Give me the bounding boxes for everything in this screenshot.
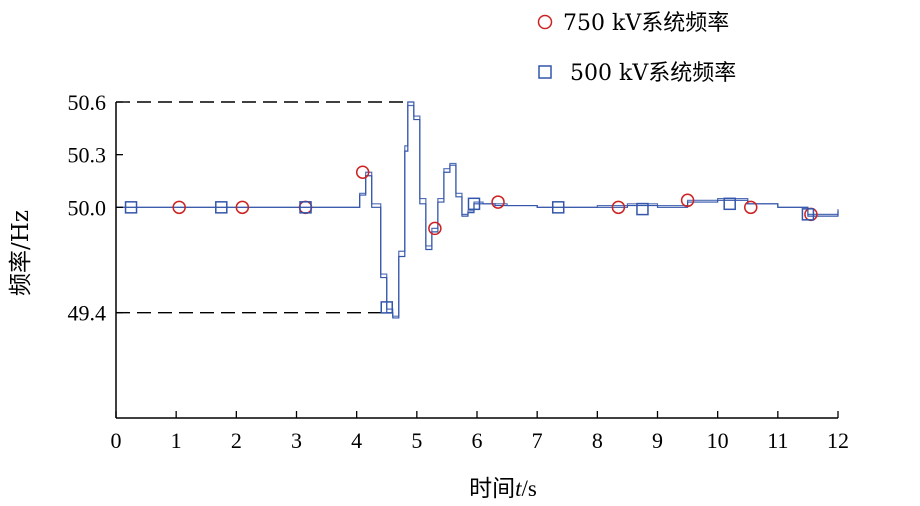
- x-tick-label: 7: [532, 428, 543, 453]
- x-tick-label: 6: [472, 428, 483, 453]
- y-axis-title: 频率/Hz: [8, 210, 34, 296]
- legend-label-500kv: 500 kV系统频率: [570, 61, 736, 86]
- marker-circle: [680, 193, 695, 208]
- legend-marker-circle: [537, 14, 553, 30]
- marker-circle: [235, 200, 250, 215]
- legend: 750 kV系统频率 500 kV系统频率: [537, 11, 736, 86]
- marker-square: [723, 197, 736, 211]
- marker-circle: [491, 195, 505, 209]
- legend-marker-square: [538, 65, 552, 79]
- marker-circle: [611, 200, 626, 215]
- marker-square: [380, 301, 393, 314]
- series-line-1: [116, 101, 839, 319]
- marker-circle: [744, 200, 758, 215]
- x-axis-title: 时间t/s: [469, 476, 537, 502]
- y-tick-label: 50.0: [68, 195, 107, 220]
- marker-square: [801, 208, 815, 221]
- marker-square: [551, 201, 565, 214]
- marker-square: [299, 201, 312, 214]
- x-axis-title-part-1: 时间: [469, 476, 515, 502]
- x-tick-label: 8: [592, 428, 603, 453]
- x-tick-label: 0: [111, 428, 122, 453]
- y-tick-label: 50.6: [68, 90, 107, 115]
- plot-area: [116, 101, 839, 319]
- marker-square: [124, 201, 138, 214]
- x-tick-label: 9: [652, 428, 663, 453]
- y-tick-label: 49.4: [68, 301, 107, 326]
- x-axis-title-part-2: t: [515, 476, 522, 501]
- marker-square: [636, 202, 649, 216]
- y-tick-label: 50.3: [68, 143, 107, 168]
- x-tick-label: 11: [767, 428, 788, 453]
- marker-square: [215, 201, 228, 214]
- axes: [115, 102, 838, 419]
- x-tick-label: 2: [231, 428, 242, 453]
- marker-circle: [172, 200, 186, 215]
- x-axis-title-part-3: /s: [522, 476, 537, 501]
- x-tick-label: 4: [351, 428, 362, 453]
- x-tick-label: 12: [827, 428, 849, 453]
- x-tick-label: 5: [411, 428, 422, 453]
- marker-square: [467, 197, 481, 211]
- tick-marks: [115, 101, 839, 418]
- x-tick-label: 10: [707, 428, 729, 453]
- x-tick-label: 1: [171, 428, 182, 453]
- marker-circle: [428, 221, 442, 236]
- series-line-0: [116, 104, 839, 317]
- x-tick-label: 3: [291, 428, 302, 453]
- legend-label-750kv: 750 kV系统频率: [563, 11, 729, 36]
- marker-circle: [355, 165, 370, 179]
